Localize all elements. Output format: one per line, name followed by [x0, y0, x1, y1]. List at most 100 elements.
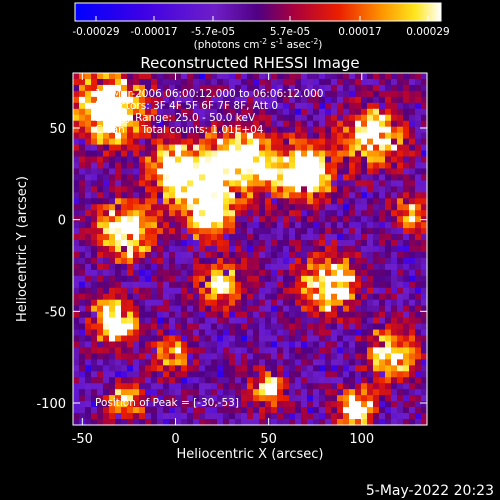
heatmap-cell [157, 258, 164, 265]
heatmap-cell [367, 371, 374, 378]
heatmap-cell [319, 288, 326, 295]
heatmap-cell [193, 168, 200, 175]
heatmap-cell [97, 151, 104, 158]
heatmap-cell [169, 318, 176, 325]
heatmap-cell [133, 168, 140, 175]
heatmap-cell [193, 294, 200, 301]
heatmap-cell [319, 192, 326, 199]
heatmap-cell [139, 264, 146, 271]
heatmap-cell [415, 139, 422, 146]
heatmap-cell [307, 198, 314, 205]
heatmap-cell [169, 204, 176, 211]
heatmap-cell [157, 139, 164, 146]
heatmap-cell [181, 318, 188, 325]
heatmap-cell [157, 365, 164, 372]
heatmap-cell [361, 228, 368, 235]
heatmap-cell [379, 383, 386, 390]
heatmap-cell [223, 371, 230, 378]
heatmap-cell [373, 395, 380, 402]
heatmap-cell [415, 371, 422, 378]
heatmap-cell [379, 103, 386, 110]
heatmap-cell [331, 162, 338, 169]
heatmap-cell [127, 389, 134, 396]
heatmap-cell [349, 341, 356, 348]
heatmap-cell [163, 389, 170, 396]
heatmap-cell [271, 389, 278, 396]
heatmap-cell [235, 168, 242, 175]
heatmap-cell [277, 288, 284, 295]
heatmap-cell [241, 282, 248, 289]
heatmap-cell [361, 210, 368, 217]
heatmap-cell [127, 300, 134, 307]
heatmap-cell [193, 413, 200, 420]
heatmap-cell [247, 282, 254, 289]
heatmap-cell [145, 336, 152, 343]
heatmap-cell [79, 341, 86, 348]
heatmap-cell [265, 347, 272, 354]
heatmap-cell [73, 377, 80, 384]
heatmap-cell [109, 365, 116, 372]
heatmap-cell [295, 341, 302, 348]
heatmap-cell [235, 365, 242, 372]
heatmap-cell [289, 151, 296, 158]
heatmap-cell [193, 252, 200, 259]
heatmap-cell [319, 324, 326, 331]
heatmap-cell [301, 103, 308, 110]
heatmap-cell [397, 240, 404, 247]
heatmap-cell [187, 139, 194, 146]
heatmap-cell [385, 145, 392, 152]
heatmap-cell [385, 330, 392, 337]
heatmap-cell [181, 174, 188, 181]
heatmap-cell [235, 371, 242, 378]
heatmap-cell [169, 216, 176, 223]
heatmap-cell [391, 186, 398, 193]
heatmap-cell [85, 139, 92, 146]
heatmap-cell [283, 168, 290, 175]
heatmap-cell [277, 252, 284, 259]
heatmap-cell [235, 174, 242, 181]
heatmap-cell [187, 371, 194, 378]
heatmap-cell [313, 168, 320, 175]
heatmap-cell [277, 353, 284, 360]
heatmap-cell [181, 353, 188, 360]
heatmap-cell [139, 174, 146, 181]
heatmap-cell [151, 157, 158, 164]
heatmap-cell [307, 383, 314, 390]
heatmap-cell [331, 168, 338, 175]
heatmap-cell [277, 157, 284, 164]
heatmap-cell [265, 139, 272, 146]
heatmap-cell [277, 162, 284, 169]
heatmap-cell [169, 162, 176, 169]
heatmap-cell [205, 234, 212, 241]
heatmap-cell [85, 168, 92, 175]
heatmap-cell [259, 288, 266, 295]
heatmap-cell [289, 133, 296, 140]
heatmap-cell [211, 276, 218, 283]
heatmap-cell [379, 127, 386, 134]
heatmap-cell [325, 192, 332, 199]
heatmap-cell [217, 157, 224, 164]
heatmap-cell [337, 168, 344, 175]
heatmap-cell [139, 151, 146, 158]
heatmap-cell [307, 336, 314, 343]
heatmap-cell [199, 145, 206, 152]
heatmap-cell [355, 371, 362, 378]
heatmap-cell [391, 413, 398, 420]
heatmap-cell [235, 341, 242, 348]
heatmap-cell [103, 151, 110, 158]
heatmap-cell [295, 234, 302, 241]
heatmap-cell [337, 127, 344, 134]
heatmap-cell [367, 174, 374, 181]
heatmap-cell [247, 377, 254, 384]
heatmap-cell [289, 270, 296, 277]
heatmap-cell [295, 222, 302, 229]
heatmap-cell [271, 234, 278, 241]
heatmap-cell [121, 306, 128, 313]
heatmap-cell [349, 127, 356, 134]
heatmap-cell [361, 168, 368, 175]
heatmap-cell [289, 145, 296, 152]
heatmap-cell [373, 318, 380, 325]
heatmap-cell [241, 371, 248, 378]
heatmap-cell [391, 341, 398, 348]
y-tick-label: 50 [49, 122, 66, 137]
